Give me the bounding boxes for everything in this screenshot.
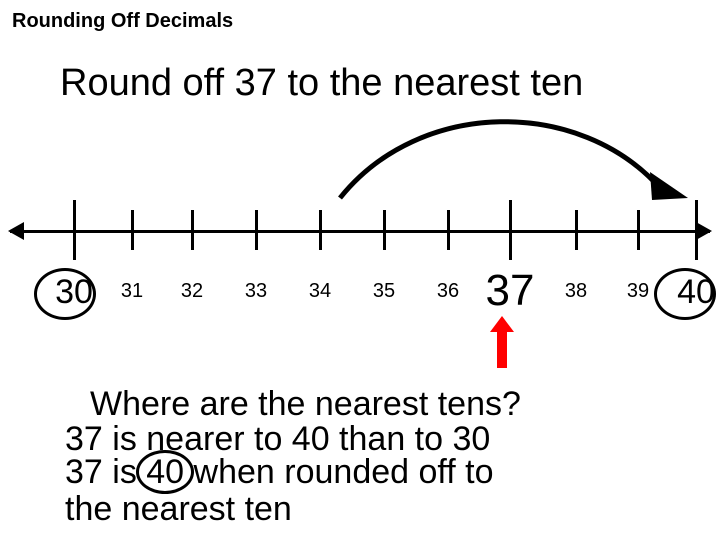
tick-34 [319,210,322,250]
tick-39 [637,210,640,250]
tick-label-34: 34 [309,280,331,303]
rounded-answer: 40 [146,454,184,491]
arc-path [340,122,660,198]
tick-35 [383,210,386,250]
tick-label-38: 38 [565,280,587,303]
line3-part-b: when rounded off to [184,453,493,491]
question-line-1: Where are the nearest tens? [90,386,521,423]
tick-label-39: 39 [627,280,649,303]
axis-arrow-left-icon [8,222,24,240]
tick-32 [191,210,194,250]
main-heading: Round off 37 to the nearest ten [60,62,583,105]
axis-arrow-right-icon [696,222,712,240]
tick-label-37: 37 [486,266,535,316]
tick-33 [255,210,258,250]
tick-label-32: 32 [181,280,203,303]
circle-thirty [34,268,96,320]
jump-arc [300,108,700,208]
red-up-arrow-icon [497,330,507,368]
tick-label-31: 31 [121,280,143,303]
tick-37 [509,200,512,260]
tick-30 [73,200,76,260]
line4: the nearest ten [65,490,292,528]
arc-arrowhead [650,172,688,200]
tick-label-36: 36 [437,280,459,303]
tick-40 [695,200,698,260]
tick-label-35: 35 [373,280,395,303]
tick-38 [575,210,578,250]
number-line [10,200,710,270]
axis-line [10,230,710,233]
statement-line-3: 37 is 40 when rounded off tothe nearest … [65,454,665,527]
tick-36 [447,210,450,250]
line3-part-a: 37 is [65,453,146,491]
tick-31 [131,210,134,250]
slide-title: Rounding Off Decimals [12,10,233,33]
answer-circle [136,450,194,494]
tick-label-33: 33 [245,280,267,303]
circle-forty [654,268,716,320]
